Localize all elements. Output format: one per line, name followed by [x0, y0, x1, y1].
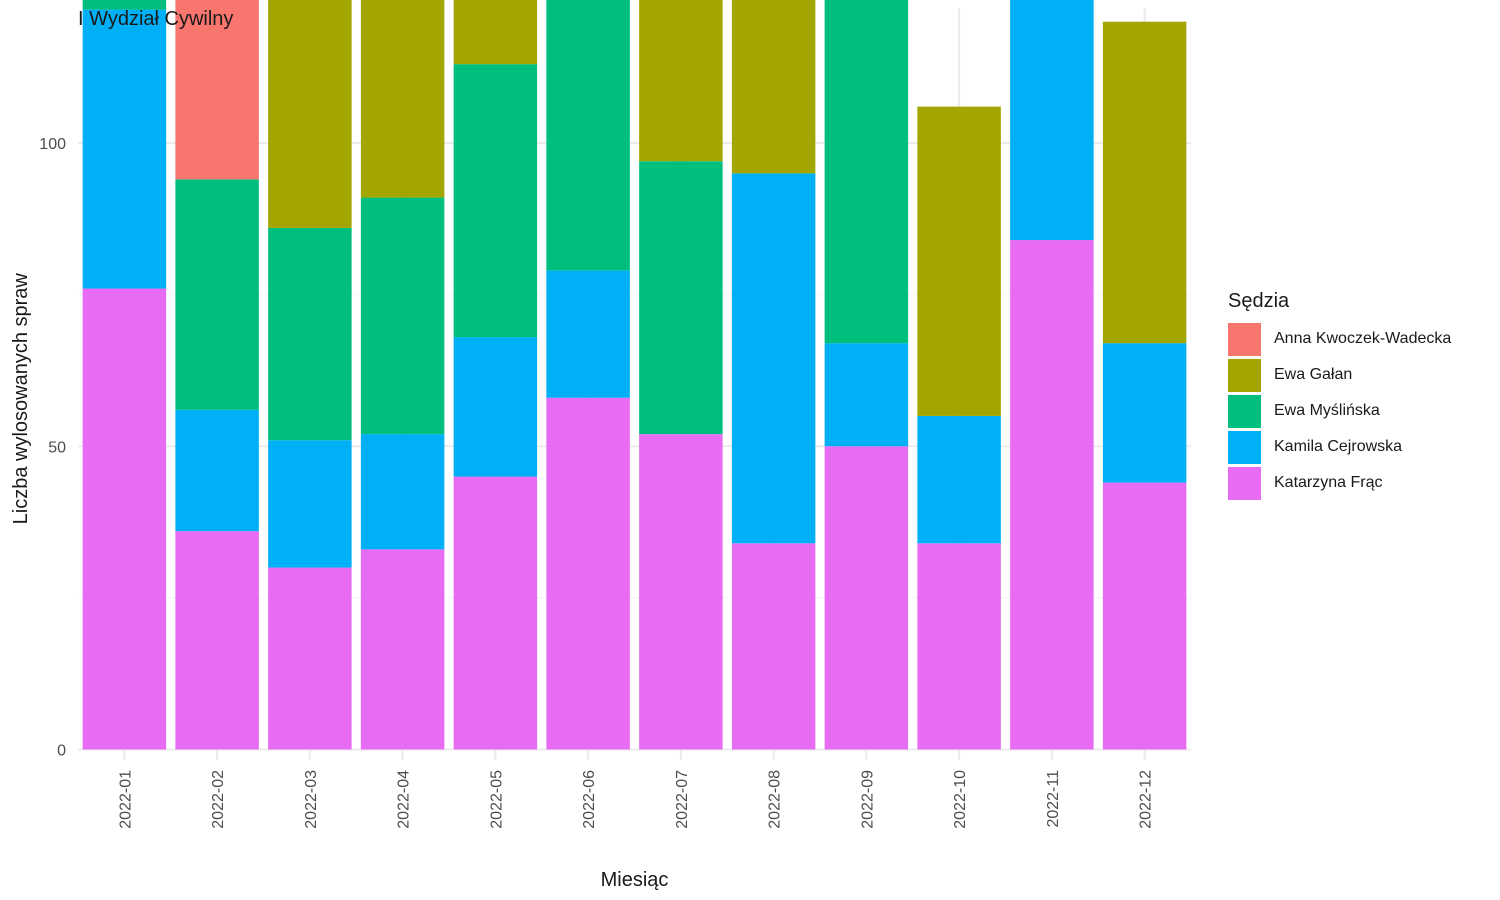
- legend-label: Ewa Gałan: [1274, 366, 1353, 383]
- bar-segment: [268, 0, 352, 228]
- x-tick-label: 2022-10: [952, 770, 969, 829]
- bar-segment: [360, 549, 445, 750]
- bar-segment: [639, 434, 723, 750]
- legend-items: Anna Kwoczek-Wadecka Ewa Gałan Ewa Myślińs…: [1228, 321, 1451, 501]
- legend-label: Anna Kwoczek-Wadecka: [1274, 330, 1452, 347]
- legend-swatch: [1228, 358, 1261, 392]
- bar-segment: [175, 409, 259, 532]
- bar-segment: [453, 64, 538, 338]
- legend-item: Ewa Myślińska: [1228, 393, 1451, 429]
- bar-segment: [1102, 343, 1187, 483]
- bar-segment: [82, 9, 167, 289]
- bar-segment: [82, 288, 167, 750]
- bar-segment: [917, 543, 1001, 750]
- bar-segment: [1010, 0, 1094, 241]
- bar-segment: [268, 227, 352, 441]
- x-tick-label: 2022-02: [210, 770, 227, 829]
- legend: Sędzia Anna Kwoczek-Wadecka Ewa Gałan Ewa …: [1228, 290, 1451, 501]
- legend-label: Ewa Myślińska: [1274, 402, 1380, 419]
- bar-segment: [268, 440, 352, 568]
- y-tick-label: 100: [39, 136, 66, 153]
- y-tick-label: 50: [48, 439, 66, 456]
- bar-segment: [546, 270, 630, 398]
- y-tick-label: 0: [57, 743, 66, 760]
- bar-segment: [824, 343, 909, 447]
- legend-swatch: [1228, 430, 1261, 464]
- legend-title: Sędzia: [1228, 290, 1290, 312]
- legend-item: Anna Kwoczek-Wadecka: [1228, 321, 1451, 357]
- x-tick-label: 2022-01: [117, 770, 134, 829]
- bar-segment: [82, 0, 167, 10]
- bar-segment: [917, 415, 1001, 544]
- bar-segment: [546, 397, 630, 750]
- bar-segment: [731, 543, 816, 750]
- bar-segment: [175, 179, 259, 410]
- bar-segment: [1102, 482, 1187, 750]
- x-tick-label: 2022-03: [303, 770, 320, 829]
- legend-swatch: [1228, 322, 1261, 356]
- bar-segment: [453, 337, 538, 477]
- bar-segment: [175, 531, 259, 750]
- bar-segment: [360, 197, 445, 435]
- bar-segment: [639, 161, 723, 435]
- legend-label: Katarzyna Frąc: [1274, 474, 1383, 491]
- x-tick-label: 2022-09: [859, 770, 876, 829]
- bar-segment: [917, 106, 1001, 416]
- legend-swatch: [1228, 466, 1261, 500]
- bar-segment: [824, 0, 909, 344]
- x-tick-label: 2022-04: [396, 770, 413, 829]
- legend-label: Kamila Cejrowska: [1274, 438, 1403, 455]
- chart-title: I Wydział Cywilny: [78, 8, 234, 30]
- x-tick-label: 2022-07: [674, 770, 691, 829]
- bar-segment: [824, 446, 909, 750]
- bar-segment: [360, 0, 445, 198]
- bar-segment: [1010, 240, 1094, 750]
- bar-segment: [639, 0, 723, 162]
- legend-item: Katarzyna Frąc: [1228, 465, 1451, 501]
- bar-segment: [731, 173, 816, 544]
- bar-segment: [360, 434, 445, 550]
- y-axis-title: Liczba wylosowanych spraw: [10, 273, 32, 525]
- legend-swatch: [1228, 394, 1261, 428]
- x-tick-label: 2022-08: [767, 770, 784, 829]
- x-axis-title: Miesiąc: [601, 869, 669, 891]
- legend-item: Ewa Gałan: [1228, 357, 1451, 393]
- x-tick-label: 2022-06: [581, 770, 598, 829]
- bar-segment: [175, 0, 259, 180]
- legend-item: Kamila Cejrowska: [1228, 429, 1451, 465]
- x-tick-label: 2022-12: [1138, 770, 1155, 829]
- bar-segment: [1102, 21, 1187, 344]
- x-tick-label: 2022-11: [1045, 770, 1062, 828]
- bar-segment: [453, 0, 538, 65]
- bar-segment: [453, 476, 538, 750]
- x-tick-label: 2022-05: [488, 770, 505, 829]
- bar-segment: [731, 0, 816, 174]
- bar-segment: [268, 567, 352, 750]
- bar-segment: [546, 0, 630, 271]
